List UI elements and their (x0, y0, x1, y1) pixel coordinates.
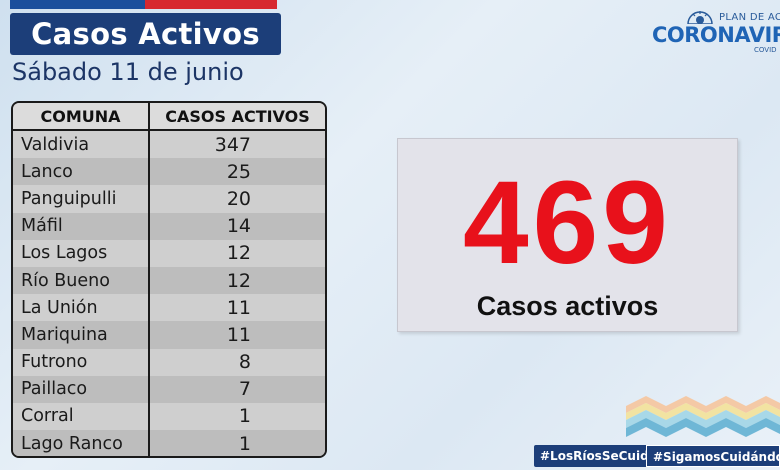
casos-cell: 11 (150, 294, 325, 322)
table-row: Panguipulli 20 (13, 185, 325, 213)
comuna-cell: Mariquina (13, 321, 150, 349)
comuna-cell: Futrono (13, 348, 150, 376)
total-cases-card: 469 Casos activos (397, 138, 738, 332)
comuna-cell: Los Lagos (13, 239, 150, 267)
table-body: Valdivia 347 Lanco 25 Panguipulli 20 Máfil 14 Lo… (13, 131, 325, 456)
table-row: Paillaco 7 (13, 375, 325, 403)
comuna-cell: La Unión (13, 294, 150, 322)
flag-blue-bar (10, 0, 145, 9)
casos-cell: 1 (150, 430, 325, 456)
report-date: Sábado 11 de junio (12, 58, 244, 86)
casos-cell: 1 (150, 402, 325, 431)
sun-icon (687, 11, 713, 24)
cases-table: COMUNA CASOS ACTIVOS Valdivia 347 Lanco 25 P… (11, 101, 327, 458)
casos-cell: 8 (150, 348, 325, 376)
casos-cell: 12 (150, 266, 325, 295)
comuna-cell: Máfil (13, 212, 150, 240)
casos-cell: 20 (150, 185, 325, 213)
flag-red-bar (145, 0, 277, 9)
column-header-comuna: COMUNA (13, 103, 150, 129)
coronavirus-plan-logo: PLAN DE ACCIO CORONAVIRU COVID (644, 8, 780, 56)
table-row: La Unión 11 (13, 294, 325, 322)
casos-cell: 25 (150, 158, 325, 186)
table-row: Los Lagos 12 (13, 239, 325, 267)
casos-cell: 347 (150, 131, 325, 159)
table-row: Futrono 8 (13, 348, 325, 376)
logo-coronavirus-text: CORONAVIRU (652, 23, 780, 47)
table-header: COMUNA CASOS ACTIVOS (13, 103, 325, 131)
decorative-waves (626, 396, 780, 437)
comuna-cell: Corral (13, 402, 150, 431)
table-row: Mariquina 11 (13, 321, 325, 349)
comuna-cell: Panguipulli (13, 185, 150, 213)
logo-covid-text: COVID (754, 46, 777, 54)
casos-cell: 7 (150, 375, 325, 403)
comuna-cell: Río Bueno (13, 266, 150, 295)
hashtag-sigamos: #SigamosCuidándon (646, 445, 780, 467)
table-row: Valdivia 347 (13, 131, 325, 159)
casos-cell: 11 (150, 321, 325, 349)
comuna-cell: Lago Ranco (13, 430, 150, 456)
table-row: Lanco 25 (13, 158, 325, 186)
table-row: Lago Ranco 1 (13, 430, 325, 456)
hashtag-los-rios: #LosRíosSeCuida (534, 445, 663, 467)
column-header-casos: CASOS ACTIVOS (150, 103, 325, 129)
comuna-cell: Lanco (13, 158, 150, 186)
casos-cell: 14 (150, 212, 325, 240)
logo-plan-text: PLAN DE ACCIO (719, 12, 780, 23)
comuna-cell: Valdivia (13, 131, 150, 159)
table-row: Máfil 14 (13, 212, 325, 240)
flag-strip (10, 0, 277, 9)
table-row: Corral 1 (13, 402, 325, 431)
total-cases-number: 469 (463, 157, 672, 289)
comuna-cell: Paillaco (13, 375, 150, 403)
page-title: Casos Activos (10, 13, 281, 55)
table-row: Río Bueno 12 (13, 266, 325, 295)
casos-cell: 12 (150, 239, 325, 267)
total-cases-label: Casos activos (476, 291, 659, 321)
